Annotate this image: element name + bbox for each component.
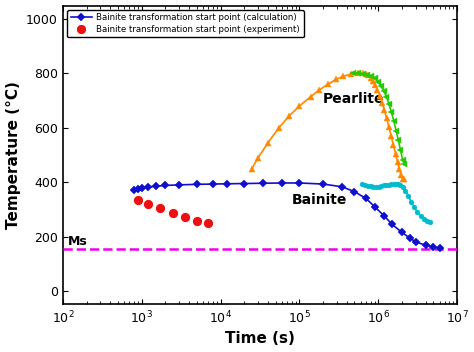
Bainite transformation start point (experiment) bbox=[182, 215, 187, 220]
Line: Bainite transformation start point (calculation): Bainite transformation start point (calc… bbox=[131, 180, 442, 251]
Bainite transformation start point (calculation) bbox=[430, 245, 436, 249]
Bainite transformation start point (calculation) bbox=[407, 236, 412, 240]
Text: Ms: Ms bbox=[68, 235, 87, 248]
Bainite transformation start point (calculation) bbox=[241, 181, 247, 186]
Bainite transformation start point (calculation) bbox=[139, 186, 145, 190]
Bainite transformation start point (experiment) bbox=[135, 198, 141, 202]
Bainite transformation start point (calculation) bbox=[135, 187, 141, 191]
Bainite transformation start point (calculation) bbox=[194, 182, 200, 187]
Text: Bainite: Bainite bbox=[292, 194, 347, 207]
Bainite transformation start point (calculation) bbox=[363, 196, 369, 201]
Bainite transformation start point (calculation) bbox=[131, 188, 137, 193]
Bainite transformation start point (calculation) bbox=[224, 182, 229, 186]
Bainite transformation start point (calculation) bbox=[297, 181, 302, 185]
Bainite transformation start point (calculation) bbox=[145, 185, 151, 189]
Bainite transformation start point (calculation) bbox=[261, 181, 266, 186]
Text: Pearlite: Pearlite bbox=[323, 92, 384, 106]
Legend: Bainite transformation start point (calculation), Bainite transformation start p: Bainite transformation start point (calc… bbox=[67, 10, 303, 37]
Bainite transformation start point (calculation) bbox=[399, 230, 405, 234]
Bainite transformation start point (calculation) bbox=[339, 185, 345, 189]
Bainite transformation start point (calculation) bbox=[210, 182, 216, 186]
X-axis label: Time (s): Time (s) bbox=[225, 332, 295, 346]
Bainite transformation start point (calculation) bbox=[320, 182, 326, 186]
Bainite transformation start point (calculation) bbox=[352, 190, 357, 194]
Bainite transformation start point (calculation) bbox=[279, 181, 285, 185]
Bainite transformation start point (calculation) bbox=[176, 183, 182, 187]
Bainite transformation start point (experiment) bbox=[145, 202, 151, 206]
Bainite transformation start point (experiment) bbox=[170, 211, 176, 215]
Bainite transformation start point (calculation) bbox=[389, 222, 395, 226]
Bainite transformation start point (calculation) bbox=[153, 184, 158, 188]
Y-axis label: Temperature (°C): Temperature (°C) bbox=[6, 81, 20, 229]
Bainite transformation start point (experiment) bbox=[194, 219, 200, 223]
Bainite transformation start point (experiment) bbox=[157, 206, 163, 210]
Line: Bainite transformation start point (experiment): Bainite transformation start point (expe… bbox=[133, 195, 213, 229]
Bainite transformation start point (calculation) bbox=[423, 243, 428, 247]
Bainite transformation start point (calculation) bbox=[382, 214, 387, 218]
Bainite transformation start point (calculation) bbox=[413, 240, 419, 244]
Bainite transformation start point (calculation) bbox=[437, 246, 442, 250]
Bainite transformation start point (calculation) bbox=[163, 183, 168, 188]
Bainite transformation start point (experiment) bbox=[205, 221, 211, 226]
Bainite transformation start point (calculation) bbox=[372, 205, 377, 209]
